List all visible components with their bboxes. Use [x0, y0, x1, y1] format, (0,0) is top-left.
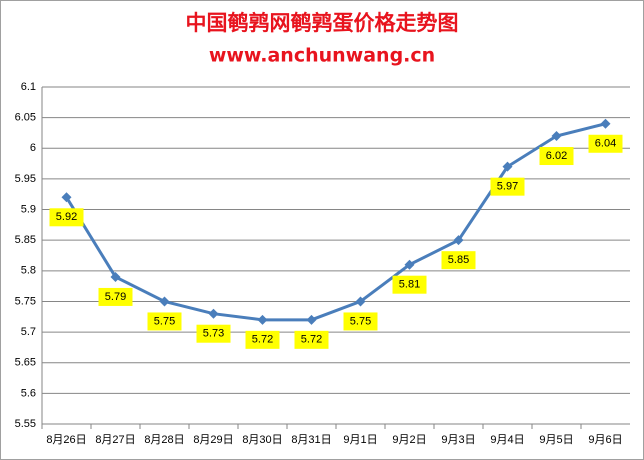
marker [257, 314, 268, 325]
y-tick-label: 5.9 [21, 203, 36, 215]
data-label-bg [196, 324, 231, 343]
data-label-bg [343, 312, 378, 331]
data-label: 6.02 [546, 150, 567, 162]
data-label-bg [588, 134, 623, 153]
data-label: 5.73 [203, 328, 224, 340]
y-tick-label: 5.55 [15, 418, 36, 430]
data-label-bg [392, 275, 427, 294]
data-label-bg [294, 330, 329, 349]
data-label-bg [490, 177, 525, 196]
data-label: 5.85 [448, 254, 469, 266]
data-label: 5.79 [105, 291, 126, 303]
data-label: 5.75 [154, 315, 175, 327]
data-label-bg [539, 147, 574, 166]
y-tick-label: 6 [30, 142, 36, 154]
y-tick-label: 5.85 [15, 234, 36, 246]
marker [208, 308, 219, 319]
chart-subtitle: www.anchunwang.cn [209, 45, 435, 67]
marker [453, 235, 464, 246]
x-tick-label: 9月5日 [539, 434, 573, 446]
y-tick-label: 5.95 [15, 173, 36, 185]
marker [159, 296, 170, 307]
marker [110, 271, 121, 282]
line [65, 122, 606, 322]
y-tick-label: 5.65 [15, 357, 36, 369]
marker [551, 131, 562, 142]
y-tick-label: 6.05 [15, 112, 36, 124]
marker [61, 192, 72, 203]
y-tick-label: 5.8 [21, 265, 36, 277]
marker [600, 118, 611, 129]
chart-title: 中国鹌鹑网鹌鹑蛋价格走势图 [186, 11, 459, 35]
data-label: 5.97 [497, 181, 518, 193]
data-label-bg [441, 251, 476, 270]
marker [306, 314, 317, 325]
data-label: 5.72 [301, 334, 322, 346]
data-label-bg [245, 330, 280, 349]
data-label-bg [49, 208, 84, 227]
data-label: 5.72 [252, 334, 273, 346]
y-tick-label: 5.6 [21, 387, 36, 399]
marker [502, 161, 513, 172]
marker [404, 259, 415, 270]
x-tick-label: 9月4日 [490, 434, 524, 446]
x-tick-label: 8月29日 [193, 434, 233, 446]
x-tick-label: 8月31日 [291, 434, 331, 446]
x-tick-label: 8月26日 [46, 434, 86, 446]
y-tick-label: 5.7 [21, 326, 36, 338]
data-label-bg [147, 312, 182, 331]
data-label: 6.04 [595, 138, 616, 150]
x-tick-label: 8月30日 [242, 434, 282, 446]
data-label-bg [98, 287, 133, 306]
data-label: 5.92 [56, 211, 77, 223]
marker [355, 296, 366, 307]
x-tick-label: 8月27日 [95, 434, 135, 446]
x-tick-label: 9月2日 [392, 434, 426, 446]
data-label: 5.75 [350, 315, 371, 327]
y-tick-label: 5.75 [15, 295, 36, 307]
x-tick-label: 9月1日 [343, 434, 377, 446]
x-tick-label: 9月6日 [588, 434, 622, 446]
x-tick-label: 8月28日 [144, 434, 184, 446]
x-tick-label: 9月3日 [441, 434, 475, 446]
y-tick-label: 6.1 [21, 81, 36, 93]
data-label: 5.81 [399, 279, 420, 291]
